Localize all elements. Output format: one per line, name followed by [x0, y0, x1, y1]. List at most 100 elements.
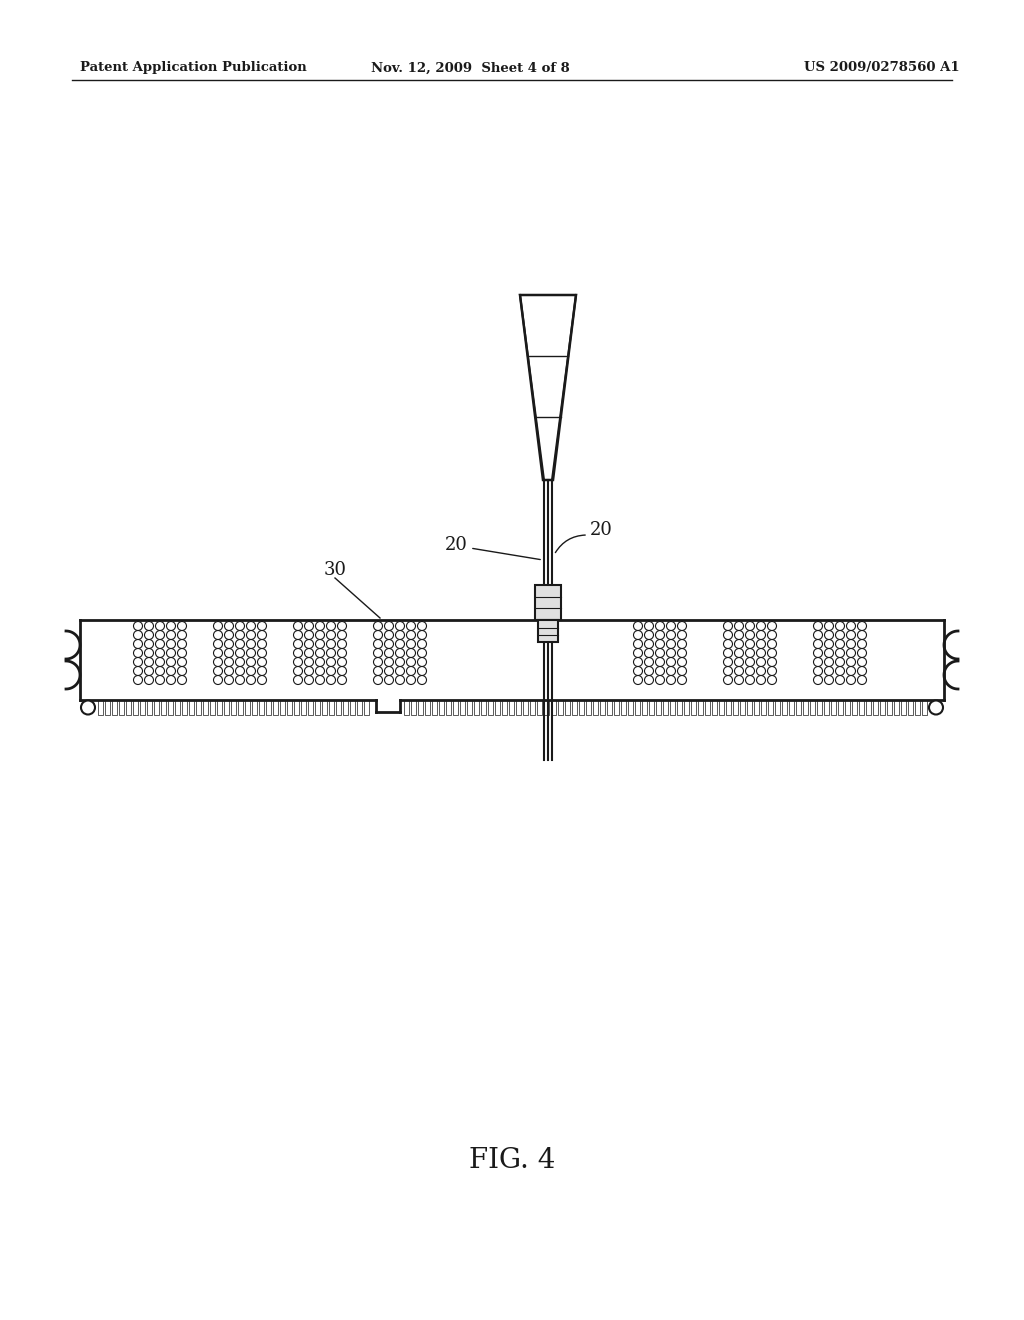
Circle shape: [724, 676, 732, 685]
Bar: [712, 700, 717, 715]
Circle shape: [644, 667, 653, 676]
Circle shape: [734, 667, 743, 676]
Bar: [698, 700, 703, 715]
Circle shape: [304, 657, 313, 667]
Text: US 2009/0278560 A1: US 2009/0278560 A1: [805, 62, 961, 74]
Circle shape: [678, 676, 686, 685]
Circle shape: [395, 676, 404, 685]
Circle shape: [678, 667, 686, 676]
Bar: [147, 700, 152, 715]
Circle shape: [734, 631, 743, 639]
Bar: [453, 700, 458, 715]
Circle shape: [224, 648, 233, 657]
Circle shape: [407, 639, 416, 648]
Circle shape: [757, 657, 766, 667]
Bar: [915, 700, 920, 715]
Circle shape: [678, 648, 686, 657]
Circle shape: [384, 667, 393, 676]
Bar: [684, 700, 689, 715]
Circle shape: [133, 676, 142, 685]
Circle shape: [745, 639, 755, 648]
Bar: [537, 700, 542, 715]
Bar: [852, 700, 857, 715]
Circle shape: [836, 648, 845, 657]
Circle shape: [213, 648, 222, 657]
Circle shape: [167, 676, 175, 685]
Circle shape: [418, 631, 427, 639]
Bar: [210, 700, 215, 715]
Bar: [845, 700, 850, 715]
Circle shape: [768, 657, 776, 667]
Circle shape: [144, 622, 154, 631]
Circle shape: [745, 648, 755, 657]
Bar: [614, 700, 618, 715]
Bar: [411, 700, 416, 715]
Circle shape: [724, 622, 732, 631]
Circle shape: [144, 639, 154, 648]
Bar: [98, 700, 103, 715]
Circle shape: [813, 667, 822, 676]
Bar: [175, 700, 180, 715]
Circle shape: [247, 639, 256, 648]
Circle shape: [836, 657, 845, 667]
Circle shape: [407, 667, 416, 676]
Circle shape: [418, 622, 427, 631]
Bar: [474, 700, 479, 715]
Circle shape: [395, 667, 404, 676]
Circle shape: [315, 648, 325, 657]
Circle shape: [836, 622, 845, 631]
Bar: [677, 700, 682, 715]
Bar: [607, 700, 612, 715]
Circle shape: [757, 648, 766, 657]
Bar: [224, 700, 229, 715]
Bar: [168, 700, 173, 715]
Bar: [544, 700, 549, 715]
Circle shape: [167, 622, 175, 631]
Bar: [308, 700, 313, 715]
Circle shape: [395, 631, 404, 639]
Bar: [439, 700, 444, 715]
Circle shape: [224, 622, 233, 631]
Circle shape: [374, 648, 383, 657]
Circle shape: [156, 622, 165, 631]
Circle shape: [813, 657, 822, 667]
Circle shape: [768, 639, 776, 648]
Circle shape: [836, 631, 845, 639]
Circle shape: [644, 676, 653, 685]
Bar: [768, 700, 773, 715]
Bar: [817, 700, 822, 715]
Circle shape: [315, 667, 325, 676]
Circle shape: [315, 631, 325, 639]
Bar: [551, 700, 556, 715]
Circle shape: [824, 622, 834, 631]
Circle shape: [315, 639, 325, 648]
Circle shape: [847, 648, 855, 657]
Circle shape: [667, 676, 676, 685]
Bar: [782, 700, 787, 715]
Bar: [656, 700, 662, 715]
Circle shape: [167, 667, 175, 676]
Bar: [112, 700, 117, 715]
Bar: [301, 700, 306, 715]
Circle shape: [294, 648, 302, 657]
Circle shape: [374, 657, 383, 667]
Circle shape: [315, 676, 325, 685]
Circle shape: [177, 676, 186, 685]
Circle shape: [338, 639, 346, 648]
Circle shape: [156, 648, 165, 657]
Circle shape: [634, 622, 642, 631]
Bar: [579, 700, 584, 715]
Circle shape: [304, 639, 313, 648]
Circle shape: [213, 657, 222, 667]
Bar: [509, 700, 514, 715]
Circle shape: [213, 676, 222, 685]
Circle shape: [407, 622, 416, 631]
Bar: [189, 700, 194, 715]
Circle shape: [257, 676, 266, 685]
Circle shape: [667, 631, 676, 639]
Circle shape: [418, 648, 427, 657]
Circle shape: [857, 631, 866, 639]
Circle shape: [294, 631, 302, 639]
Polygon shape: [520, 294, 575, 480]
Circle shape: [224, 639, 233, 648]
